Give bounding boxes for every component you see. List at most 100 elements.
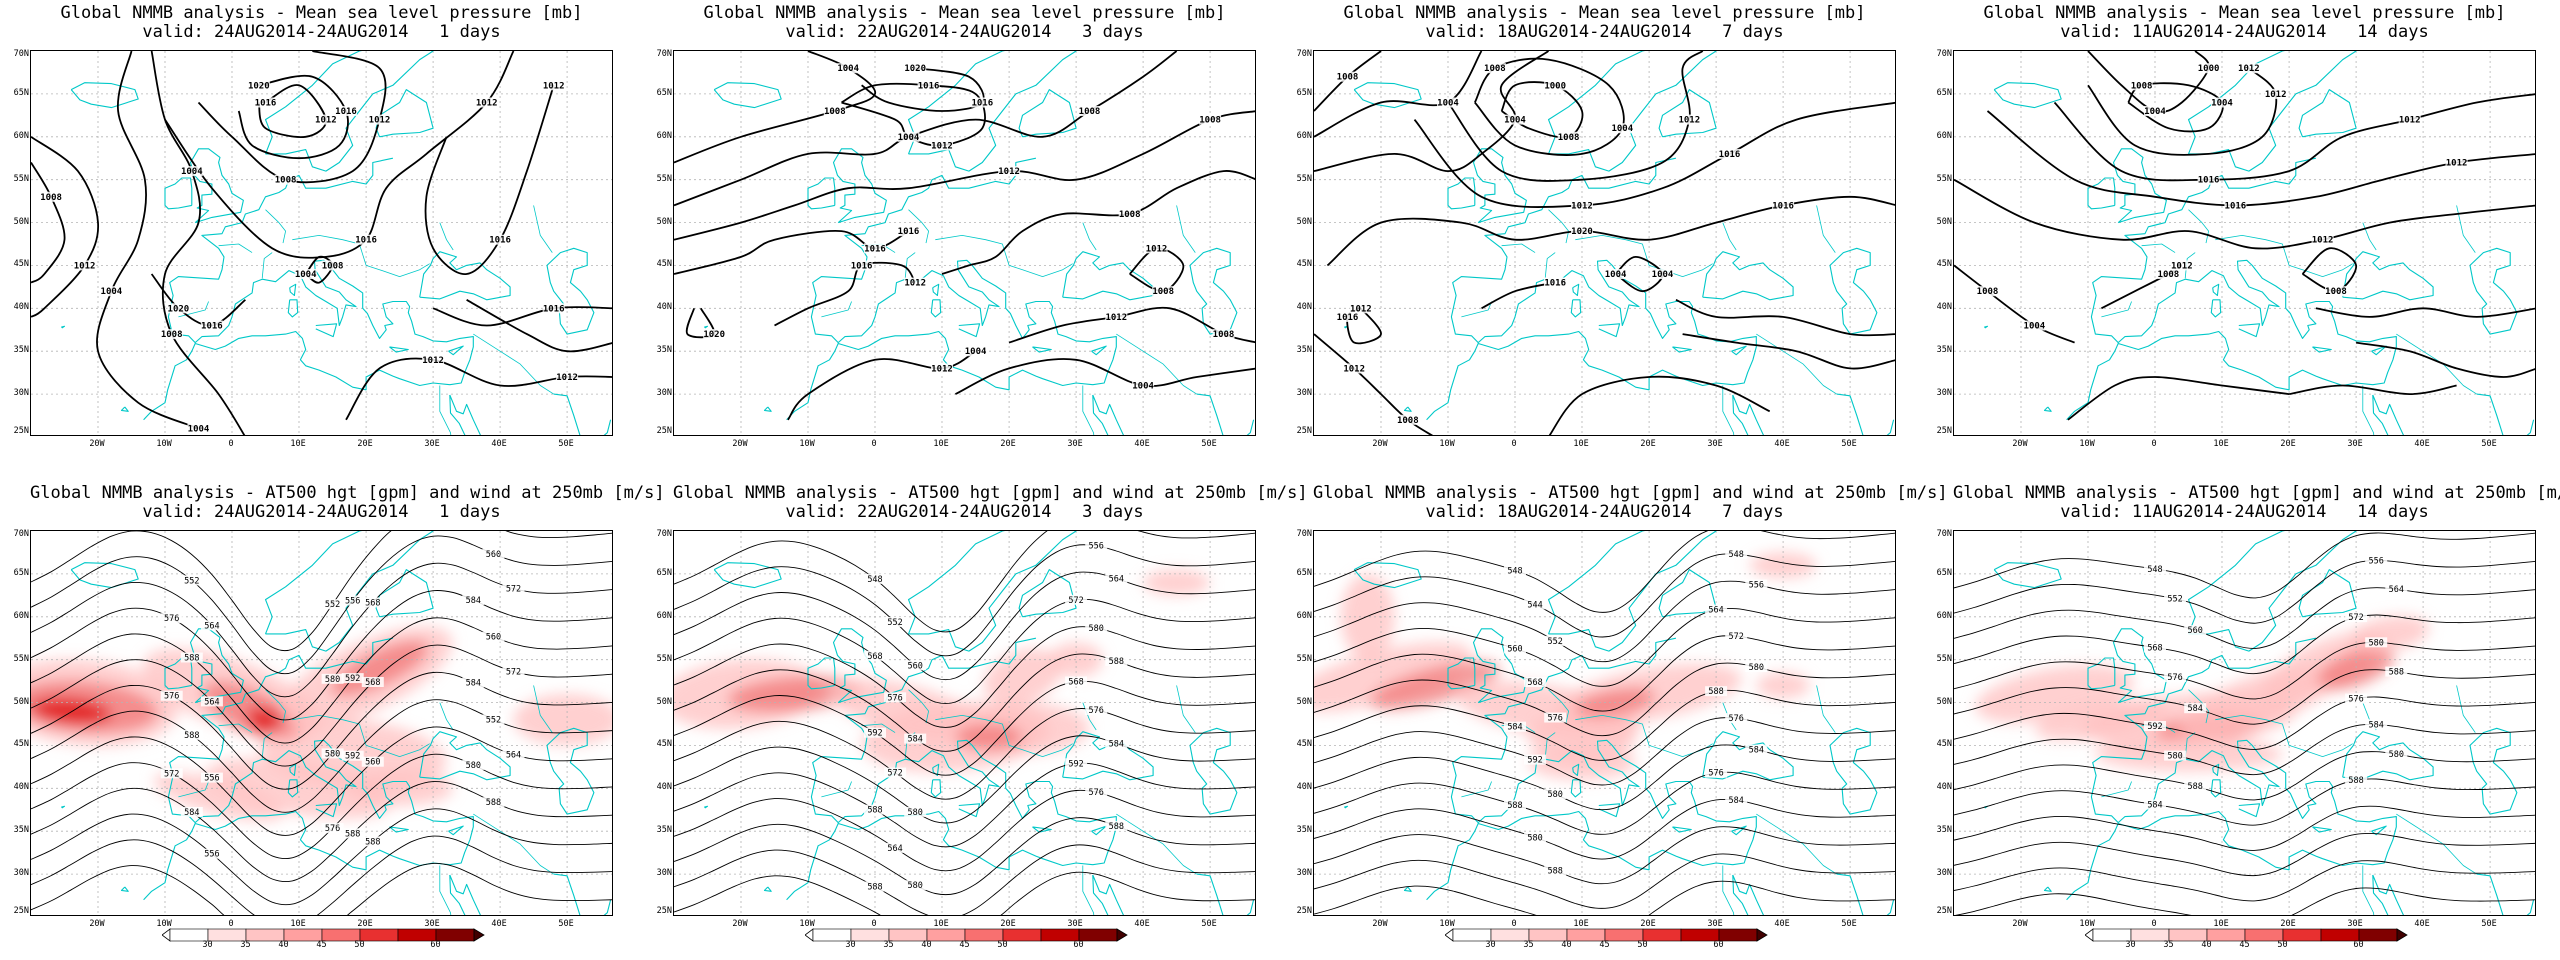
coastline xyxy=(120,406,129,412)
longitude-label: 50E xyxy=(558,919,574,929)
contour-label: 1016 xyxy=(335,107,357,117)
contour-label: 552 xyxy=(325,600,340,610)
coastline xyxy=(1426,637,1757,901)
isobar xyxy=(466,299,612,353)
river-or-border xyxy=(261,252,273,279)
longitude-label: 10W xyxy=(156,919,172,929)
coastline xyxy=(61,325,66,329)
height-contour xyxy=(1314,771,1895,835)
contour-label: 576 xyxy=(2167,673,2182,683)
contour-label: 1016 xyxy=(255,99,277,109)
longitude-label: 0 xyxy=(2151,439,2157,449)
latitude-label: 60N xyxy=(13,610,29,621)
latitude-label: 45N xyxy=(13,259,29,270)
longitude-label: 10E xyxy=(933,919,949,929)
longitude-label: 50E xyxy=(2481,919,2497,929)
latitude-label: 55N xyxy=(1296,653,1312,664)
coastline xyxy=(1993,82,2062,109)
latitude-label: 70N xyxy=(13,529,29,539)
colorbar-label: 30 xyxy=(2125,940,2136,950)
coastline xyxy=(1993,562,2062,589)
longitude-label: 10W xyxy=(1439,919,1455,929)
coastline xyxy=(143,157,474,421)
colorbar-label: 60 xyxy=(1713,940,1724,950)
contour-label: 1004 xyxy=(295,270,317,280)
river-or-border xyxy=(1544,252,1556,279)
contour-label: 1012 xyxy=(1343,364,1365,374)
river-or-border xyxy=(1756,813,1837,875)
contour-label: 588 xyxy=(2348,776,2363,786)
coastline xyxy=(2210,299,2222,318)
contour-label: 580 xyxy=(1089,624,1104,634)
coastlines xyxy=(704,51,1255,435)
lat-lon-grid xyxy=(674,531,1255,915)
coastline xyxy=(449,874,481,915)
contour-label: 556 xyxy=(204,850,219,860)
coastline xyxy=(2342,251,2434,301)
longitude-label: 50E xyxy=(1201,919,1217,929)
river-or-border xyxy=(178,781,209,798)
wind-jet-area xyxy=(2260,631,2385,705)
contour-labels: 1008100410041008100010041008101210121016… xyxy=(1336,63,1795,426)
latitude-label: 25N xyxy=(656,426,672,436)
contour-label: 592 xyxy=(1527,756,1542,766)
latitude-label: 40N xyxy=(1936,782,1952,793)
latitude-label: 65N xyxy=(1936,567,1952,578)
isobar xyxy=(2315,307,2535,318)
river-or-border xyxy=(292,235,430,277)
map-canvas: 1004100010041008101210121016101210161012… xyxy=(1954,51,2535,435)
latitude-label: 45N xyxy=(13,739,29,750)
contour-label: 580 xyxy=(1548,790,1563,800)
contour-label: 572 xyxy=(506,668,521,678)
river-or-border xyxy=(1501,243,1536,253)
longitude-label: 0 xyxy=(228,919,234,929)
colorbar-label: 60 xyxy=(2353,940,2364,950)
contour-label: 576 xyxy=(1708,769,1723,779)
contour-label: 1012 xyxy=(2312,236,2334,246)
latitude-label: 70N xyxy=(1296,49,1312,59)
latitude-label: 30N xyxy=(1296,868,1312,879)
coastline xyxy=(1196,873,1255,915)
panel-valid-date: valid: 18AUG2014-24AUG2014 7 days xyxy=(1425,22,1784,42)
contour-label: 560 xyxy=(486,633,501,643)
river-or-border xyxy=(533,685,553,733)
contour-label: 1008 xyxy=(1558,133,1580,143)
river-or-border xyxy=(2141,243,2176,253)
contour-label: 1012 xyxy=(1105,313,1127,323)
panel-valid-date: valid: 22AUG2014-24AUG2014 3 days xyxy=(785,22,1144,42)
height-contour xyxy=(674,544,1255,657)
coastline xyxy=(704,805,709,809)
contour-label: 1012 xyxy=(2265,90,2287,100)
latitude-label: 60N xyxy=(656,610,672,621)
river-or-border xyxy=(439,222,454,251)
coastline xyxy=(448,345,464,356)
panel-valid-date: valid: 11AUG2014-24AUG2014 14 days xyxy=(2060,502,2429,522)
latitude-label: 60N xyxy=(1296,130,1312,141)
isobar xyxy=(1954,264,2075,344)
coastline xyxy=(1570,299,1582,318)
longitude-label: 30E xyxy=(424,919,440,929)
latitude-label: 50N xyxy=(1296,216,1312,227)
height-contour xyxy=(674,531,1255,633)
contour-label: 588 xyxy=(1548,867,1563,877)
map-canvas: 552 552 556 560 564 568 572 576 580 584 588 592 560 5… xyxy=(31,531,612,915)
isobar xyxy=(841,82,986,147)
coastline xyxy=(1092,874,1109,915)
contour-label: 588 xyxy=(365,837,380,847)
contour-label: 1012 xyxy=(931,141,953,151)
longitude-label: 30E xyxy=(2347,439,2363,449)
wind-jet-area xyxy=(513,694,612,746)
map-frame: 552 552 556 560 564 568 572 576 580 584 588 592 560 5… xyxy=(30,530,613,916)
longitude-label: 10E xyxy=(2213,439,2229,449)
latitude-label: 40N xyxy=(1296,782,1312,793)
latitude-label: 40N xyxy=(13,782,29,793)
contour-label: 588 xyxy=(867,806,882,816)
latitude-label: 50N xyxy=(1296,696,1312,707)
colorbar-label: 35 xyxy=(2163,940,2174,950)
coastline xyxy=(2087,177,2116,210)
coastline xyxy=(2372,394,2404,435)
coastline xyxy=(1189,727,1238,815)
coastline xyxy=(1547,531,1717,652)
coastline xyxy=(419,251,511,301)
contour-label: 1004 xyxy=(898,133,920,143)
